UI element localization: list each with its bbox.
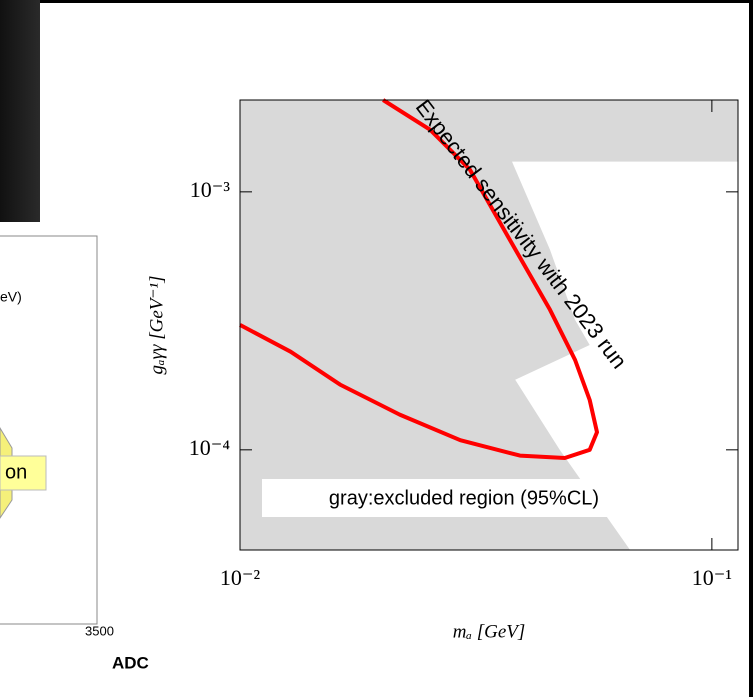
- axes: 10⁻⁴ 10⁻³ 10⁻² 10⁻¹: [189, 100, 738, 590]
- x-tick-label: 10⁻¹: [692, 565, 732, 590]
- sensitivity-line: [239, 98, 599, 460]
- x-axis-label: mₐ [GeV]: [453, 621, 526, 642]
- dark-image: [0, 0, 40, 222]
- callout-box: [0, 455, 47, 491]
- y-axis-label: gₐγγ [GeV⁻¹]: [146, 275, 167, 374]
- left-tick: 3500: [85, 623, 114, 638]
- y-tick-label: 10⁻³: [190, 177, 231, 202]
- x-tick-label: 10⁻²: [220, 565, 261, 590]
- y-tick-label: 10⁻⁴: [189, 435, 231, 460]
- left-axis-label: ADC: [112, 653, 149, 672]
- left-text: eV): [0, 289, 22, 305]
- top-border: [0, 0, 753, 3]
- plot-frame: [239, 99, 739, 551]
- callout-text: on: [5, 461, 27, 483]
- left-plot-frame: [0, 235, 98, 625]
- chart: [239, 98, 738, 550]
- excluded-area: [240, 100, 738, 550]
- annotation-box: [262, 479, 666, 517]
- right-border: [749, 0, 753, 697]
- annotation: gray:excluded region (95%CL): [329, 487, 599, 509]
